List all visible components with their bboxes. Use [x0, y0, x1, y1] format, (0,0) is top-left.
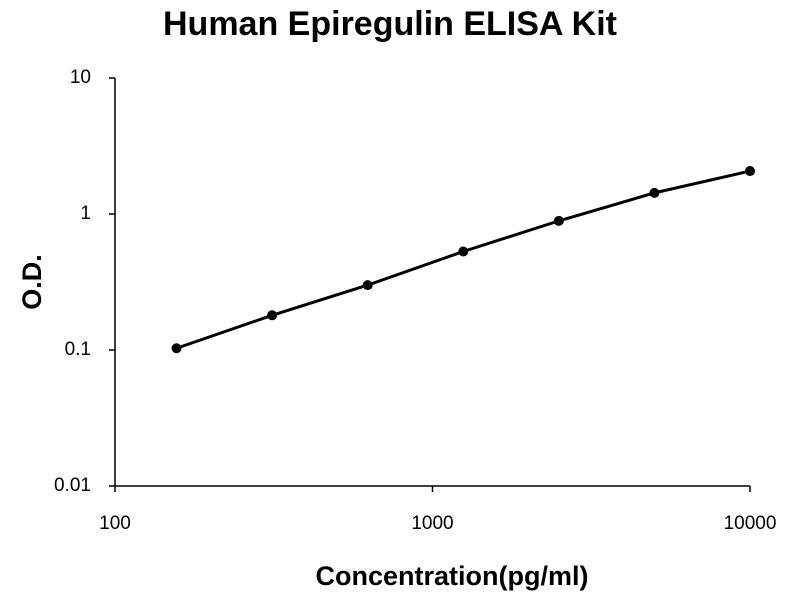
x-tick-label: 1000 — [411, 513, 453, 534]
data-point — [553, 215, 564, 226]
data-point — [267, 310, 278, 321]
data-point — [745, 166, 755, 177]
curve — [176, 169, 751, 350]
y-axis-label: O.D. — [17, 254, 47, 310]
chart-title: Human Epiregulin ELISA Kit — [163, 5, 617, 43]
data-point — [458, 246, 469, 257]
x-axis-label: Concentration(pg/ml) — [316, 561, 589, 591]
data-point — [362, 280, 373, 291]
data-point — [171, 343, 182, 354]
y-tick-label: 0.01 — [54, 475, 91, 496]
y-tick-label: 1 — [80, 203, 91, 224]
x-tick-label: 100 — [99, 513, 131, 534]
x-tick-label: 10000 — [724, 513, 777, 534]
y-tick-label: 0.1 — [65, 339, 91, 360]
data-point — [649, 187, 660, 198]
y-tick-label: 10 — [70, 67, 91, 88]
